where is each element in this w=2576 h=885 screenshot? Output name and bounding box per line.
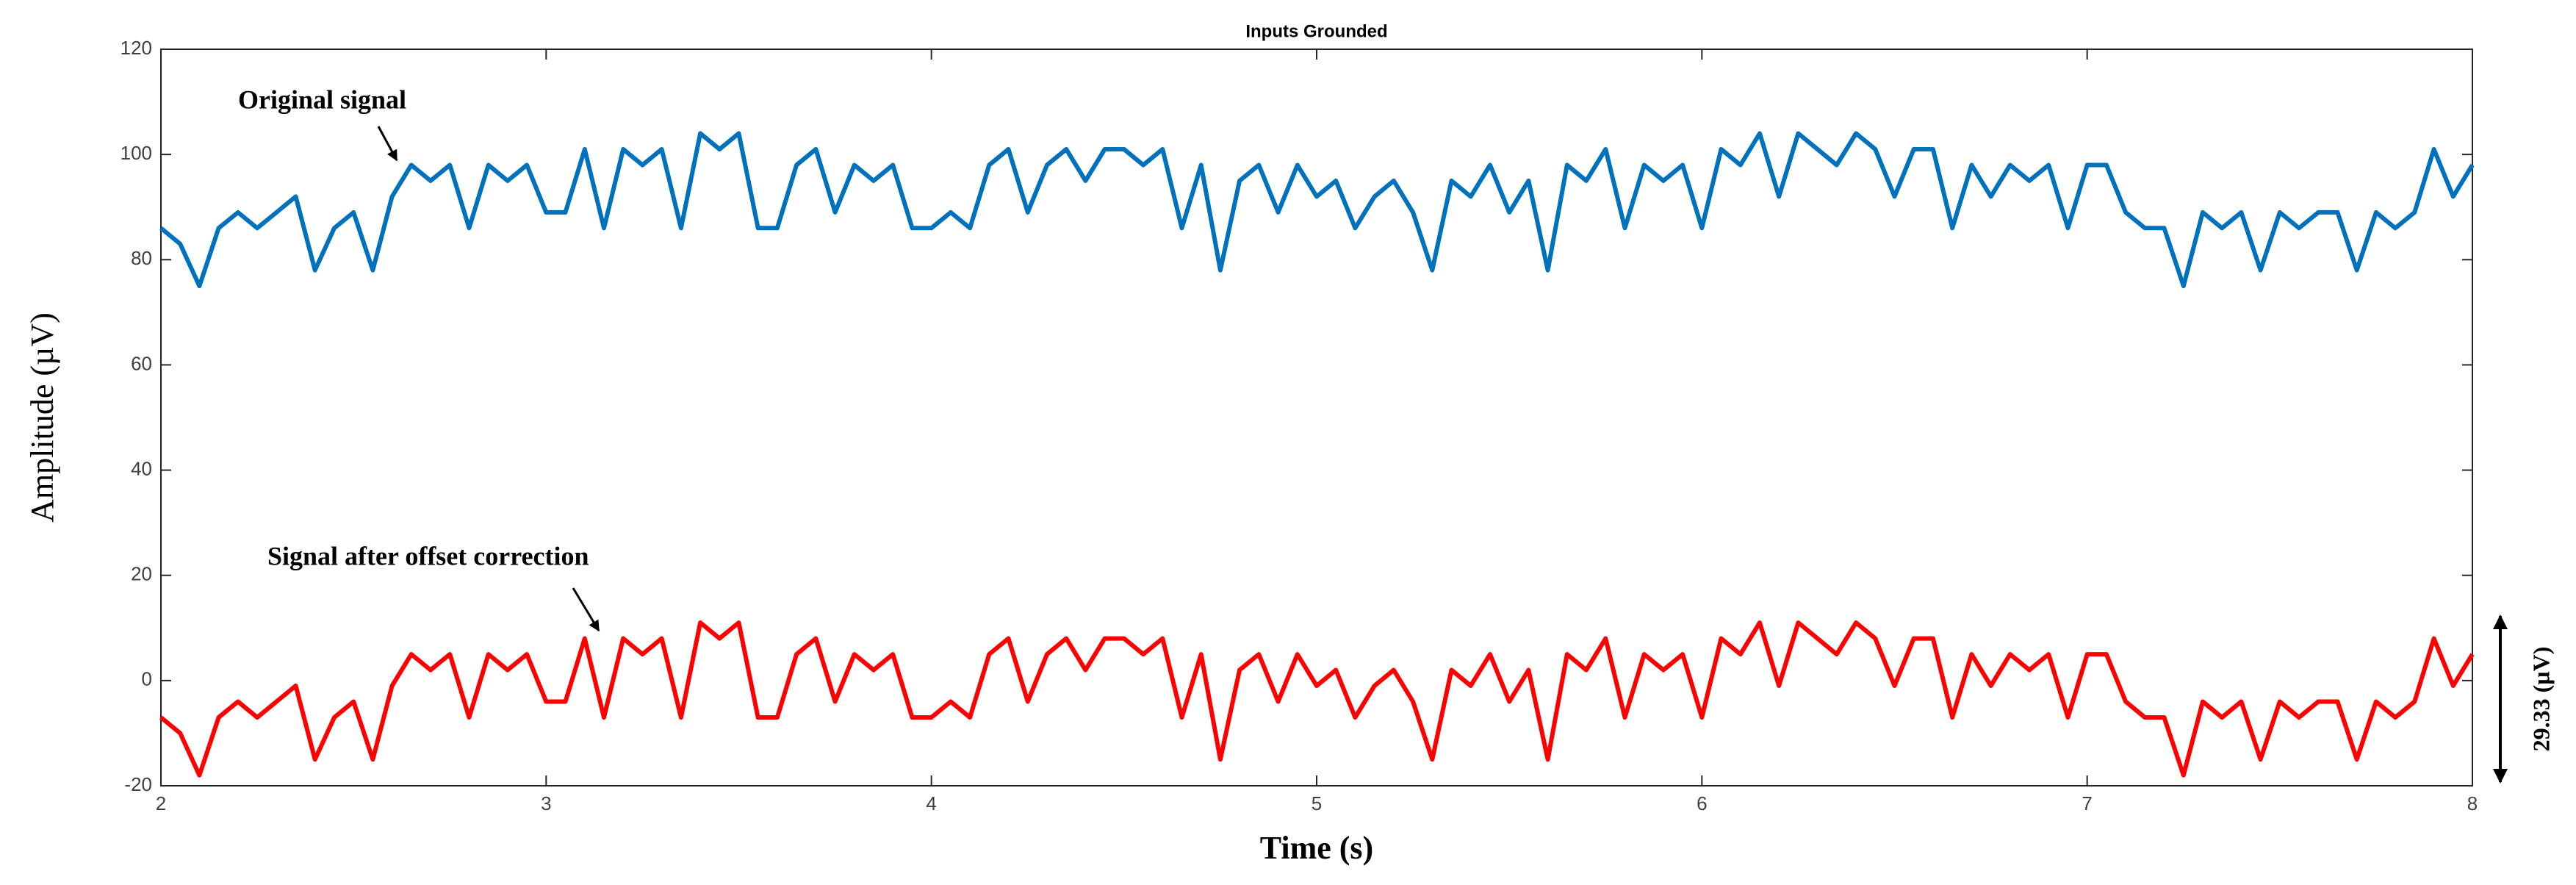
y-tick-label: 120 — [120, 37, 152, 59]
y-tick-label: 40 — [131, 457, 152, 479]
y-tick-label: -20 — [124, 773, 152, 795]
x-tick-label: 8 — [2467, 792, 2478, 814]
annotation: Signal after offset correction — [267, 541, 589, 570]
range-label: 29.33 (µV) — [2528, 647, 2554, 752]
annotation-arrow — [377, 126, 398, 162]
y-tick-label: 20 — [131, 563, 152, 585]
y-axis-label: Amplitude (µV) — [24, 312, 60, 523]
chart-title: Inputs Grounded — [1245, 21, 1387, 41]
annotation: Original signal — [238, 85, 406, 114]
x-tick-label: 3 — [541, 792, 551, 814]
x-tick-label: 6 — [1697, 792, 1707, 814]
series-line — [159, 131, 2475, 289]
plot-area — [160, 49, 2473, 787]
y-tick-label: 60 — [131, 352, 152, 374]
annotation-arrow — [572, 587, 600, 632]
y-tick-label: 100 — [120, 142, 152, 164]
y-tick-label: 80 — [131, 247, 152, 269]
x-tick-label: 4 — [926, 792, 936, 814]
x-axis-label: Time (s) — [1260, 830, 1373, 866]
y-tick-label: 0 — [142, 668, 152, 690]
series-line — [159, 620, 2475, 778]
x-tick-label: 2 — [156, 792, 166, 814]
x-tick-label: 7 — [2082, 792, 2092, 814]
x-tick-label: 5 — [1312, 792, 1322, 814]
